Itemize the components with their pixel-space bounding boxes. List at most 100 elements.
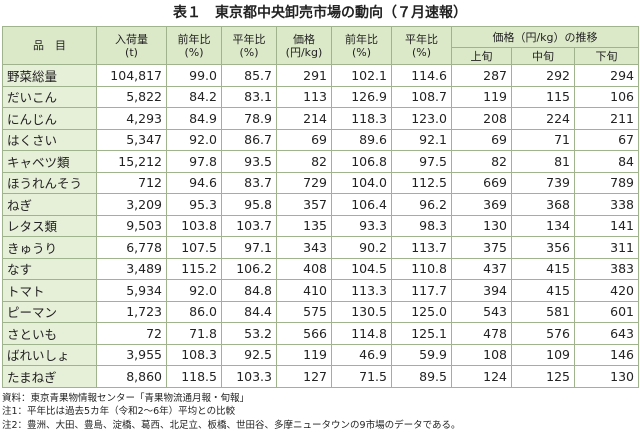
value-cell: 669 bbox=[451, 171, 512, 194]
value-cell: 84 bbox=[573, 150, 640, 173]
header-cell: 入荷量 (t) bbox=[96, 26, 167, 65]
subheader-row: 上旬 中旬 下旬 bbox=[3, 47, 640, 65]
value-cell: 287 bbox=[451, 64, 512, 87]
value-cell: 5,822 bbox=[96, 85, 167, 108]
value-cell: 82 bbox=[451, 150, 512, 173]
value-cell: 84.8 bbox=[221, 279, 277, 302]
value-cell: 113.3 bbox=[331, 279, 392, 302]
value-cell: 104.5 bbox=[331, 257, 392, 280]
value-cell: 214 bbox=[276, 107, 332, 130]
value-cell: 5,347 bbox=[96, 128, 167, 151]
value-cell: 114.8 bbox=[331, 322, 392, 345]
value-cell: 3,209 bbox=[96, 193, 167, 216]
item-cell: きゅうり bbox=[2, 236, 97, 259]
value-cell: 6,778 bbox=[96, 236, 167, 259]
value-cell: 104,817 bbox=[96, 64, 167, 87]
value-cell: 357 bbox=[276, 193, 332, 216]
header-text: (t) bbox=[125, 45, 138, 59]
header-text: (%) bbox=[351, 45, 372, 59]
value-cell: 71.5 bbox=[331, 365, 392, 388]
value-cell: 90.2 bbox=[331, 236, 392, 259]
value-cell: 712 bbox=[96, 171, 167, 194]
value-cell: 127 bbox=[276, 365, 332, 388]
subheader-cell: 中旬 bbox=[511, 47, 575, 65]
notes: 資料：東京青果物情報センター「青果物流通月報・旬報」 注1：平年比は過去5カ年（令… bbox=[2, 392, 640, 433]
value-cell: 125.0 bbox=[391, 300, 452, 323]
value-cell: 85.7 bbox=[221, 64, 277, 87]
item-cell: トマト bbox=[2, 279, 97, 302]
value-cell: 3,489 bbox=[96, 257, 167, 280]
value-cell: 343 bbox=[276, 236, 332, 259]
value-cell: 415 bbox=[511, 257, 575, 280]
header-text: (円/kg) bbox=[285, 45, 323, 59]
header-cell: 平年比 (%) bbox=[391, 26, 452, 65]
value-cell: 437 bbox=[451, 257, 512, 280]
value-cell: 135 bbox=[276, 214, 332, 237]
value-cell: 115 bbox=[511, 85, 575, 108]
value-cell: 97.1 bbox=[221, 236, 277, 259]
value-cell: 9,503 bbox=[96, 214, 167, 237]
value-cell: 106.2 bbox=[221, 257, 277, 280]
item-cell: 野菜総量 bbox=[2, 64, 97, 87]
item-cell: にんじん bbox=[2, 107, 97, 130]
header-text: 平年比 bbox=[232, 32, 266, 46]
header-text: 価格 bbox=[293, 32, 315, 46]
value-cell: 420 bbox=[573, 279, 640, 302]
value-cell: 211 bbox=[573, 107, 640, 130]
item-cell: なす bbox=[2, 257, 97, 280]
value-cell: 98.3 bbox=[391, 214, 452, 237]
value-cell: 114.6 bbox=[391, 64, 452, 87]
value-cell: 83.7 bbox=[221, 171, 277, 194]
header-text: 平年比 bbox=[405, 32, 438, 46]
value-cell: 575 bbox=[276, 300, 332, 323]
value-cell: 71 bbox=[511, 128, 575, 151]
table-title: 表１ 東京都中央卸売市場の動向（７月速報） bbox=[173, 5, 467, 21]
value-cell: 576 bbox=[511, 322, 575, 345]
value-cell: 130.5 bbox=[331, 300, 392, 323]
value-cell: 294 bbox=[573, 64, 640, 87]
value-cell: 86.7 bbox=[221, 128, 277, 151]
value-cell: 106.8 bbox=[331, 150, 392, 173]
item-cell: たまねぎ bbox=[2, 365, 97, 388]
value-cell: 208 bbox=[451, 107, 512, 130]
header-cell: 平年比 (%) bbox=[221, 26, 277, 65]
item-cell: ほうれんそう bbox=[2, 171, 97, 194]
subheader-cell: 上旬 bbox=[451, 47, 512, 65]
value-cell: 97.5 bbox=[391, 150, 452, 173]
header-text: 前年比 bbox=[345, 32, 378, 46]
value-cell: 83.1 bbox=[221, 85, 277, 108]
value-cell: 92.1 bbox=[391, 128, 452, 151]
value-cell: 103.3 bbox=[221, 365, 277, 388]
value-cell: 311 bbox=[573, 236, 640, 259]
value-cell: 69 bbox=[276, 128, 332, 151]
value-cell: 102.1 bbox=[331, 64, 392, 87]
item-cell: さといも bbox=[2, 322, 97, 345]
value-cell: 84.2 bbox=[166, 85, 222, 108]
table-row: たまねぎ 8,860 118.5 103.3 127 71.5 89.5 124 125 130 bbox=[2, 365, 640, 388]
table-row: トマト 5,934 92.0 84.8 410 113.3 117.7 394 415 420 bbox=[2, 279, 640, 302]
value-cell: 3,955 bbox=[96, 343, 167, 366]
item-cell: ピーマン bbox=[2, 300, 97, 323]
value-cell: 84.4 bbox=[221, 300, 277, 323]
header-cell: 前年比 (%) bbox=[331, 26, 392, 65]
value-cell: 789 bbox=[573, 171, 640, 194]
value-cell: 368 bbox=[511, 193, 575, 216]
table-row: なす 3,489 115.2 106.2 408 104.5 110.8 437 415 383 bbox=[2, 257, 640, 280]
table-row: ばれいしょ 3,955 108.3 92.5 119 46.9 59.9 108 109 146 bbox=[2, 343, 640, 366]
value-cell: 126.9 bbox=[331, 85, 392, 108]
value-cell: 106 bbox=[573, 85, 640, 108]
value-cell: 1,723 bbox=[96, 300, 167, 323]
value-cell: 410 bbox=[276, 279, 332, 302]
value-cell: 739 bbox=[511, 171, 575, 194]
value-cell: 46.9 bbox=[331, 343, 392, 366]
value-cell: 109 bbox=[511, 343, 575, 366]
value-cell: 95.3 bbox=[166, 193, 222, 216]
value-cell: 103.8 bbox=[166, 214, 222, 237]
value-cell: 123.0 bbox=[391, 107, 452, 130]
item-cell: レタス類 bbox=[2, 214, 97, 237]
value-cell: 67 bbox=[573, 128, 640, 151]
value-cell: 369 bbox=[451, 193, 512, 216]
value-cell: 408 bbox=[276, 257, 332, 280]
value-cell: 581 bbox=[511, 300, 575, 323]
value-cell: 94.6 bbox=[166, 171, 222, 194]
